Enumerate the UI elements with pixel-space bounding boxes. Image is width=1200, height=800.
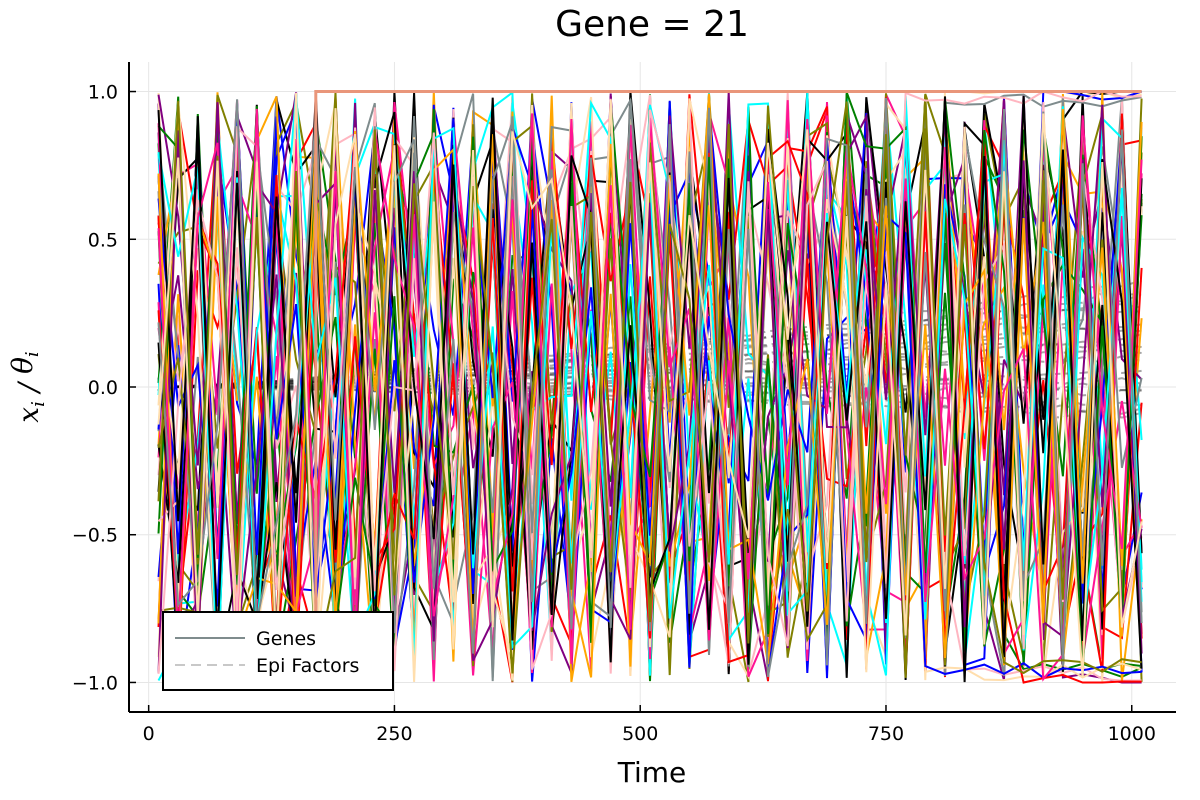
x-axis-title: Time (617, 756, 687, 789)
y-tick-label: −1.0 (72, 672, 118, 694)
y-axis-title-part: / (12, 374, 45, 401)
x-tick-label: 0 (143, 723, 155, 745)
legend-box (162, 611, 394, 691)
y-tick-label: 0.5 (88, 229, 118, 251)
y-tick-label: 0.0 (88, 377, 118, 399)
legend-label: Epi Factors (256, 655, 359, 677)
gene-line (157, 92, 1143, 682)
y-tick-label: 1.0 (88, 82, 118, 104)
epi-factor-line (158, 377, 1142, 388)
legend: Genes Epi Factors (162, 611, 394, 691)
x-tick-labels: 0 250 500 750 1000 (143, 723, 1156, 745)
gene-line (157, 96, 1143, 681)
y-tick-label: −0.5 (72, 525, 118, 547)
y-axis-title-subscript: i (28, 401, 49, 407)
x-tick-label: 500 (622, 723, 658, 745)
y-axis-title: xi / θi (6, 351, 49, 422)
epi-factor-line (158, 369, 1142, 388)
x-tick-label: 1000 (1108, 723, 1156, 745)
epi-factor-line (158, 355, 1142, 388)
gene-line (157, 90, 1142, 674)
gene-line (157, 97, 1142, 684)
gene-series (157, 90, 1143, 684)
legend-label: Genes (256, 628, 316, 650)
y-tick-labels: −1.0 −0.5 0.0 0.5 1.0 (72, 82, 118, 695)
axes (128, 62, 1176, 713)
chart-title: Gene = 21 (555, 4, 749, 45)
y-axis-title-part: x (12, 407, 45, 423)
epi-factor-line (158, 348, 1142, 388)
x-tick-label: 250 (376, 723, 412, 745)
y-axis-title-subscript: i (22, 351, 43, 357)
saturated-gene-line (314, 90, 1142, 683)
y-axis-title-part: θ (6, 357, 39, 374)
x-tick-label: 750 (868, 723, 904, 745)
